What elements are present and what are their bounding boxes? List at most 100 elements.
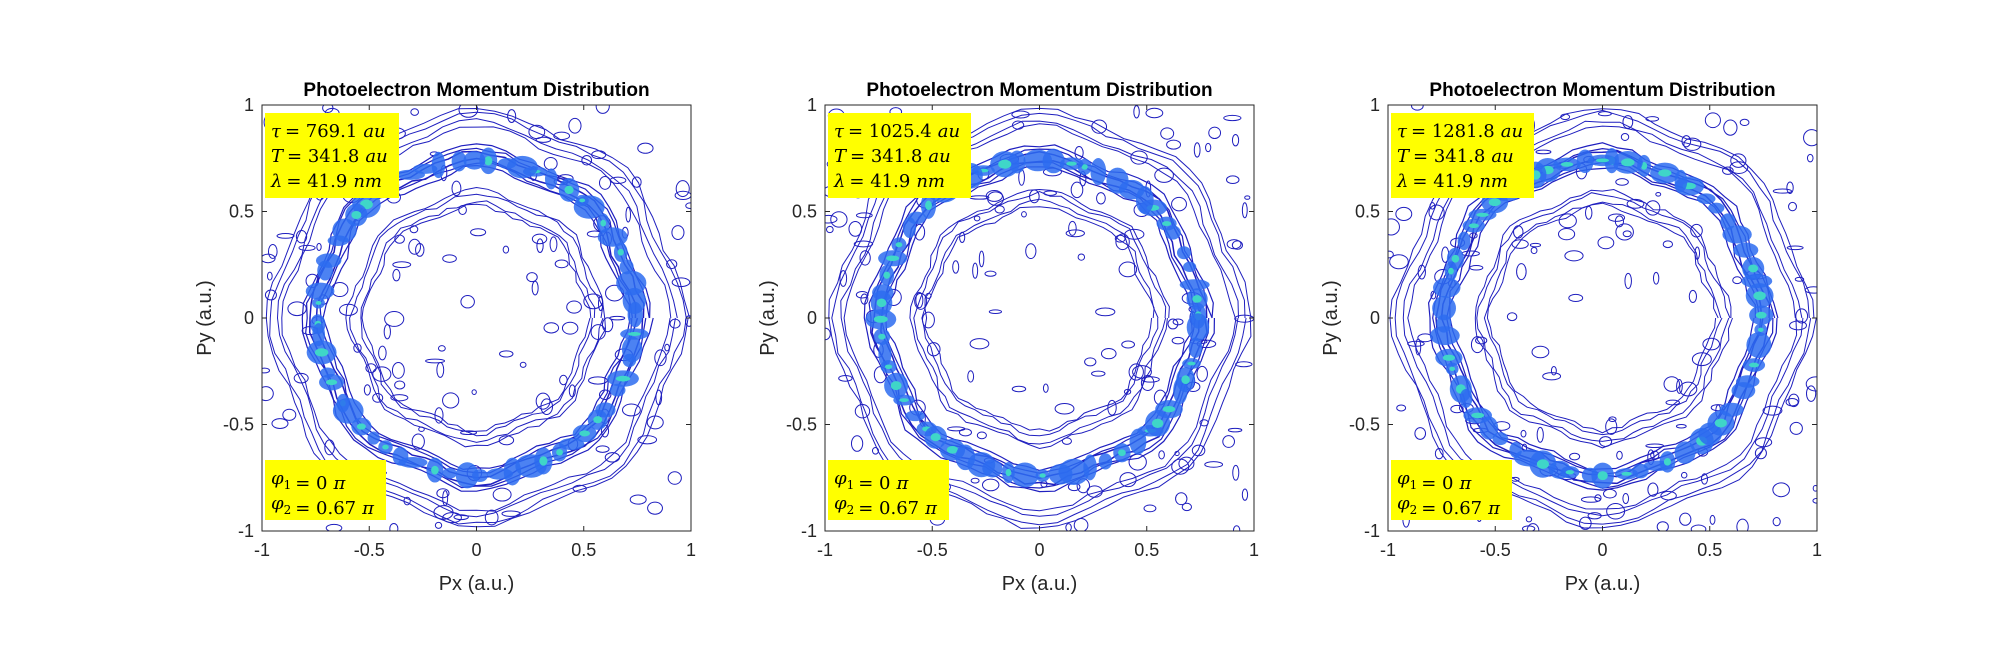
ring-blob: [1176, 246, 1192, 260]
ring-blob: [442, 468, 457, 479]
noise-contour: [262, 386, 274, 402]
noise-contour: [1558, 227, 1576, 241]
y-tick-label: 1: [244, 95, 254, 115]
x-tick-label: -1: [254, 540, 270, 560]
noise-contour: [598, 389, 612, 401]
noise-contour: [519, 361, 527, 368]
x-axis-label: Px (a.u.): [1002, 573, 1078, 595]
noise-contour: [915, 291, 924, 309]
x-tick-label: 0.5: [1697, 540, 1722, 560]
ring-hotspot: [1081, 164, 1088, 170]
noise-contour: [262, 367, 271, 374]
noise-contour: [581, 154, 593, 166]
noise-contour: [1605, 418, 1618, 435]
noise-contour: [1191, 444, 1206, 457]
noise-contour: [566, 300, 582, 314]
ring-blob: [455, 462, 479, 489]
x-tick-label: 0: [1597, 540, 1607, 560]
noise-contour: [1428, 204, 1445, 221]
ring-blob: [616, 270, 647, 296]
noise-contour: [1461, 250, 1480, 257]
noise-contour: [1597, 111, 1612, 117]
noise-contour: [394, 380, 406, 390]
noise-contour: [1068, 220, 1077, 236]
noise-contour: [637, 142, 654, 154]
ring-3: [265, 107, 691, 528]
ring-blob: [1719, 402, 1744, 417]
ring-hotspot: [1748, 264, 1759, 273]
noise-contour: [1133, 105, 1140, 119]
noise-contour: [674, 190, 691, 201]
noise-contour: [825, 214, 838, 224]
ring-blob: [1186, 313, 1210, 342]
noise-contour: [1786, 245, 1804, 251]
noise-contour: [264, 289, 277, 301]
noise-contour: [1558, 213, 1577, 229]
ring-hotspot: [356, 423, 366, 430]
ring-hotspot: [1066, 161, 1077, 166]
x-tick-label: 0.5: [1134, 540, 1159, 560]
ring-blob: [1696, 193, 1716, 205]
chart-title: Photoelectron Momentum Distribution: [303, 80, 649, 101]
annotation-top: τ = 769.1 au T = 341.8 au λ = 41.9 nm: [265, 113, 399, 198]
ring-hotspot: [600, 219, 607, 227]
noise-contour: [825, 225, 834, 234]
ring-hotspot: [878, 333, 886, 340]
noise-contour: [1754, 447, 1767, 460]
noise-contour: [1550, 365, 1557, 376]
noise-contour: [1794, 276, 1805, 282]
noise-contour: [1786, 181, 1794, 194]
noise-contour: [526, 272, 538, 283]
ring-blob: [1183, 261, 1197, 272]
noise-contour: [1732, 276, 1743, 285]
noise-contour: [1204, 461, 1224, 468]
ring-blob: [1722, 225, 1752, 244]
noise-contour: [947, 426, 966, 432]
noise-contour: [1615, 223, 1634, 241]
noise-contour: [425, 358, 446, 364]
noise-contour: [1084, 357, 1097, 367]
noise-contour: [1569, 452, 1581, 461]
noise-contour: [408, 238, 421, 255]
ring-hotspot: [890, 381, 902, 391]
noise-contour: [460, 430, 478, 436]
noise-contour: [1597, 236, 1615, 250]
noise-contour: [1626, 198, 1645, 209]
noise-contour: [549, 236, 558, 253]
ring-blob: [905, 410, 926, 422]
ring-blob: [1479, 416, 1499, 440]
ring-2: [345, 186, 607, 448]
ring-hotspot: [382, 444, 389, 450]
noise-contour: [952, 260, 960, 274]
ring-hotspot: [884, 364, 893, 370]
ring-hotspot: [1118, 449, 1126, 457]
noise-contour: [988, 309, 1003, 314]
noise-contour: [1395, 206, 1413, 221]
ring-hotspot: [431, 465, 439, 475]
y-tick-label: 0.5: [1355, 202, 1380, 222]
ring-hotspot: [883, 271, 891, 279]
ring-hotspot: [1005, 468, 1012, 477]
noise-contour: [1070, 181, 1084, 199]
noise-contour: [1096, 192, 1106, 205]
ring-hotspot: [1565, 470, 1575, 475]
noise-contour: [1736, 518, 1749, 531]
noise-contour: [671, 225, 685, 241]
ring-hotspot: [1749, 362, 1759, 368]
noise-contour: [1676, 379, 1683, 394]
noise-contour: [383, 324, 391, 340]
ring-hotspot: [946, 446, 959, 454]
noise-contour: [1231, 240, 1243, 250]
ring-blob: [1058, 458, 1090, 485]
noise-contour: [588, 376, 608, 385]
noise-contour: [1647, 482, 1659, 497]
ring-blob: [982, 459, 1003, 478]
noise-contour: [838, 374, 853, 382]
ring-blob: [609, 383, 626, 397]
ring-hotspot: [628, 332, 641, 336]
noise-contour: [1235, 361, 1253, 368]
noise-contour: [595, 445, 610, 453]
noise-contour: [554, 259, 569, 269]
